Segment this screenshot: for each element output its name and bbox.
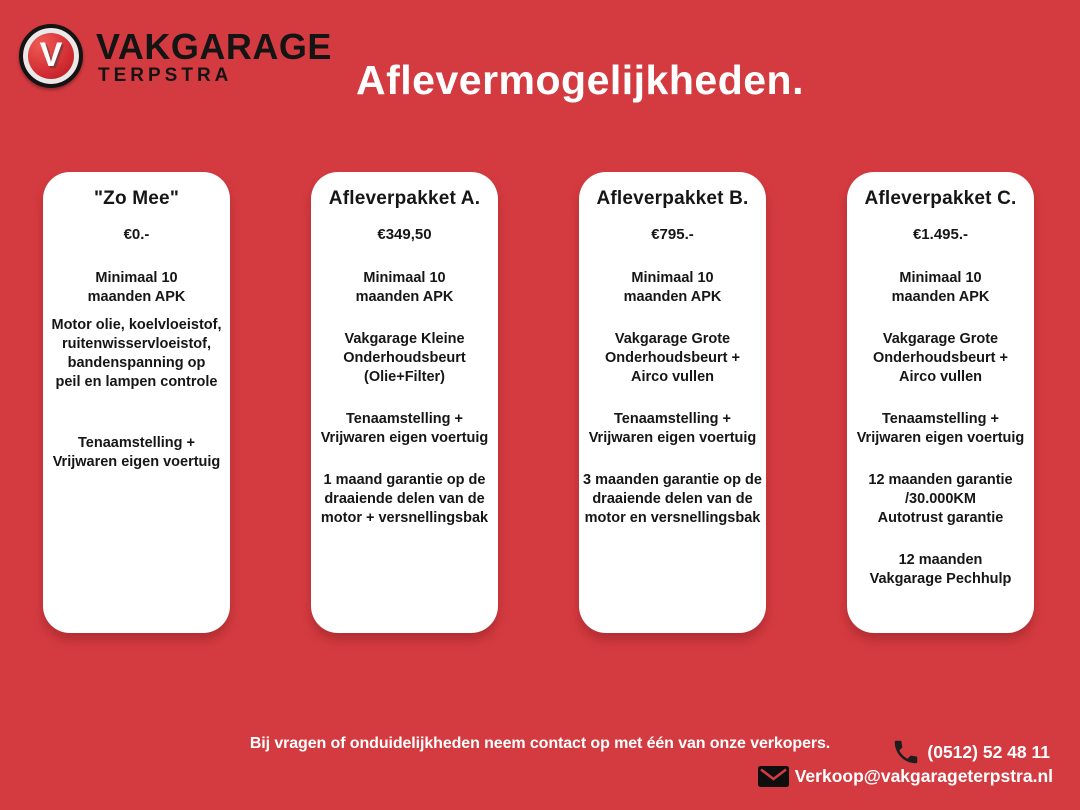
package-feature: Vakgarage Kleine Onderhoudsbeurt (Olie+F… (343, 331, 466, 385)
package-feature: Vakgarage Grote Onderhoudsbeurt + Airco … (605, 331, 740, 385)
package-card-b: Afleverpakket B. €795.- Minimaal 10 maan… (579, 172, 766, 633)
package-price: €795.- (651, 226, 694, 243)
package-feature: Tenaamstelling + Vrijwaren eigen voertui… (588, 411, 757, 446)
package-title: Afleverpakket C. (864, 188, 1017, 209)
package-feature: Vakgarage Grote Onderhoudsbeurt + Airco … (873, 331, 1008, 385)
package-card-c: Afleverpakket C. €1.495.- Minimaal 10 ma… (847, 172, 1034, 633)
packages-row: "Zo Mee" €0.- Minimaal 10 maanden APK Mo… (43, 172, 1034, 633)
package-card-a: Afleverpakket A. €349,50 Minimaal 10 maa… (311, 172, 498, 633)
package-feature: 1 maand garantie op de draaiende delen v… (320, 472, 489, 526)
package-title: "Zo Mee" (93, 188, 180, 209)
package-price: €349,50 (377, 226, 432, 243)
package-feature: Minimaal 10 maanden APK (623, 270, 722, 305)
package-feature: Minimaal 10 maanden APK (87, 270, 186, 305)
email-contact: Verkoop@vakgarageterpstra.nl (757, 764, 1053, 788)
package-title: Afleverpakket B. (596, 188, 749, 209)
email-address[interactable]: Verkoop@vakgarageterpstra.nl (794, 765, 1053, 786)
package-feature: Minimaal 10 maanden APK (891, 270, 990, 305)
package-price: €0.- (123, 226, 150, 243)
package-feature: 12 maanden Vakgarage Pechhulp (869, 552, 1012, 587)
package-feature: Motor olie, koelvloeistof, ruitenwisserv… (51, 317, 222, 390)
vakgarage-logo: V VAKGARAGE TERPSTRA (19, 24, 332, 88)
package-feature: Tenaamstelling + Vrijwaren eigen voertui… (52, 435, 221, 470)
package-feature: 3 maanden garantie op de draaiende delen… (583, 472, 762, 526)
package-feature: Minimaal 10 maanden APK (355, 270, 454, 305)
badge-letter: V (39, 36, 63, 74)
brand-block: VAKGARAGE TERPSTRA (96, 24, 332, 87)
phone-icon (895, 740, 918, 764)
package-title: Afleverpakket A. (328, 188, 481, 209)
package-feature: 12 maanden garantie /30.000KM Autotrust … (868, 472, 1013, 526)
package-feature: Tenaamstelling + Vrijwaren eigen voertui… (320, 411, 489, 446)
phone-contact: (0512) 52 48 11 (891, 737, 1050, 767)
contact-note: Bij vragen of onduidelijkheden neem cont… (249, 735, 831, 752)
vakgarage-v-badge-icon: V (19, 24, 83, 88)
page-title: Aflevermogelijkheden. (356, 57, 804, 103)
package-card-zo-mee: "Zo Mee" €0.- Minimaal 10 maanden APK Mo… (43, 172, 230, 633)
phone-number[interactable]: (0512) 52 48 11 (927, 741, 1050, 762)
brand-subname: TERPSTRA (98, 65, 233, 86)
package-price: €1.495.- (912, 226, 969, 243)
brand-name: VAKGARAGE (96, 26, 332, 67)
envelope-icon (757, 765, 789, 787)
package-feature: Tenaamstelling + Vrijwaren eigen voertui… (856, 411, 1025, 446)
